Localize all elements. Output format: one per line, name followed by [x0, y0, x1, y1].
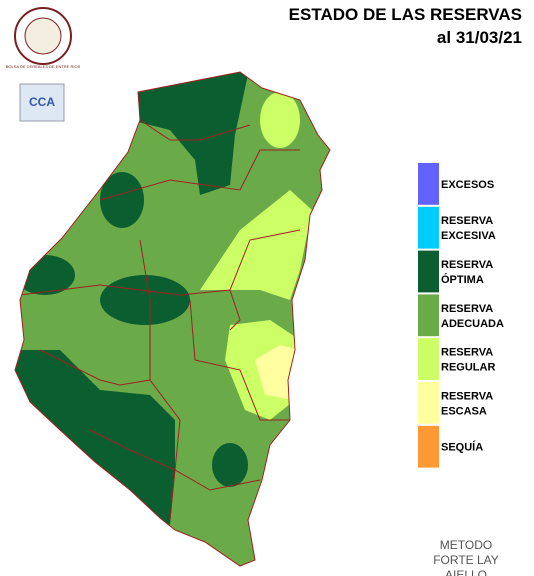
legend-label: EXCESIVA	[441, 230, 496, 242]
legend-label: RESERVA	[441, 347, 493, 359]
legend-label: RESERVA	[441, 303, 493, 315]
zone-optimal	[100, 275, 190, 325]
zone-optimal	[15, 350, 175, 525]
boundary	[189, 299, 290, 421]
boundary	[99, 149, 300, 201]
legend-swatch	[418, 338, 439, 380]
boundary	[229, 289, 241, 331]
method-text: METODO	[440, 538, 492, 552]
legend-swatch	[418, 382, 439, 424]
legend-swatch	[418, 425, 439, 468]
zone-adequate	[233, 290, 277, 320]
legend-label: EXCESOS	[441, 179, 494, 191]
zone-optimal	[212, 443, 248, 487]
logo: BOLSA DE CEREALES DE ENTRE RIOS CCA	[6, 7, 81, 122]
legend-label: RESERVA	[441, 215, 493, 227]
logo-inner	[24, 17, 62, 55]
legend-label: ÓPTIMA	[441, 273, 484, 286]
boundary	[39, 349, 151, 386]
zone-regular	[200, 190, 312, 300]
badge-text: CCA	[29, 95, 55, 109]
logo-text: BOLSA DE CEREALES DE ENTRE RIOS	[6, 64, 81, 69]
legend-label: ESCASA	[441, 405, 487, 417]
boundary	[139, 119, 251, 141]
legend-swatch	[418, 250, 439, 293]
date: al 31/03/21	[437, 28, 522, 47]
legend-swatch	[418, 294, 439, 337]
legend-label: ADECUADA	[441, 318, 504, 330]
legend-swatch	[418, 163, 439, 205]
method-text: AIELLO	[445, 568, 487, 576]
zone-regular	[260, 92, 300, 148]
method-text: FORTE LAY	[433, 553, 499, 567]
boundary	[19, 229, 301, 296]
legend-label: SEQUÍA	[441, 441, 483, 454]
legend-label: REGULAR	[441, 362, 495, 374]
badge	[19, 83, 65, 122]
title: ESTADO DE LAS RESERVAS	[289, 5, 522, 24]
legend-label: RESERVA	[441, 259, 493, 271]
boundary	[89, 429, 261, 491]
legend-label: RESERVA	[441, 390, 493, 402]
map	[15, 72, 330, 566]
zone-optimal	[100, 172, 144, 228]
zone-optimal	[130, 72, 250, 195]
legend-swatch	[418, 206, 439, 249]
